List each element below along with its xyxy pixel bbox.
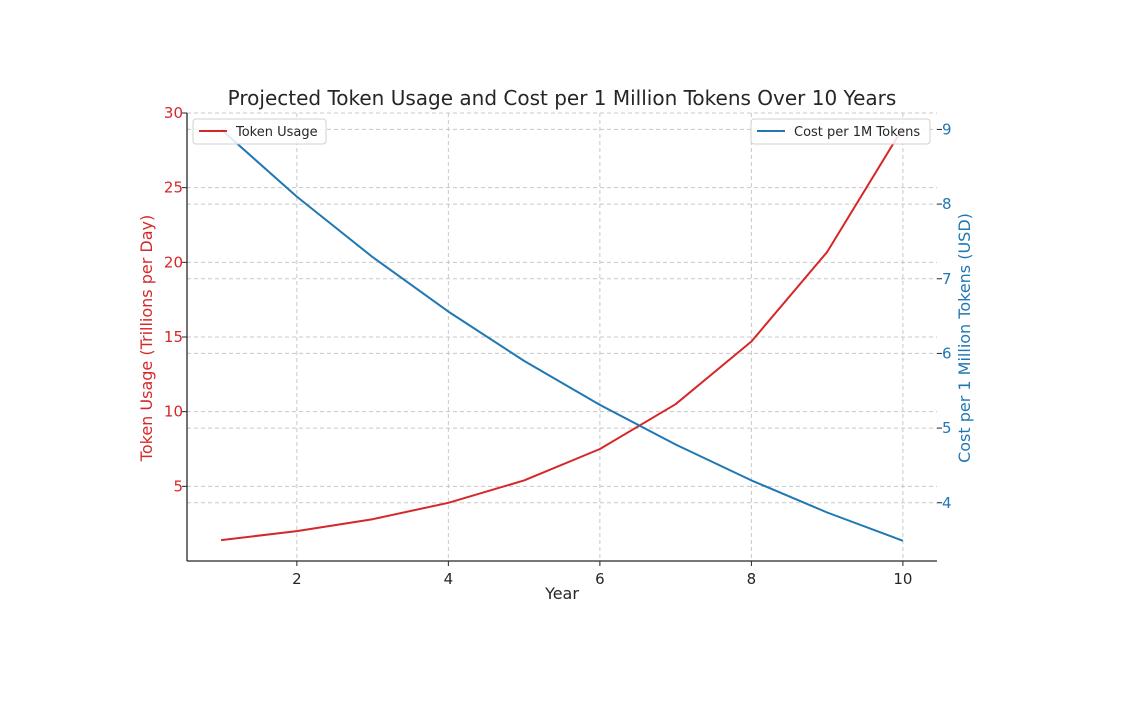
legend-token-usage: Token Usage xyxy=(192,118,327,145)
series-lines xyxy=(220,127,904,542)
legend-cost: Cost per 1M Tokens xyxy=(750,118,931,145)
x-tick-label-8: 8 xyxy=(747,570,757,588)
legend-box-left xyxy=(192,118,327,145)
y-axis-left-label: Token Usage (Trillions per Day) xyxy=(137,215,156,462)
y-left-tick-label-5: 5 xyxy=(173,477,183,495)
y-right-tick-label-9: 9 xyxy=(942,120,952,138)
grid-lines xyxy=(187,112,937,561)
x-tick-label-6: 6 xyxy=(595,570,605,588)
series-line-cost-per-1m-tokens xyxy=(220,128,904,542)
legend-box-right xyxy=(750,118,931,145)
x-tick-label-4: 4 xyxy=(444,570,454,588)
legend-label-cost: Cost per 1M Tokens xyxy=(794,125,920,140)
y-left-tick-label-10: 10 xyxy=(164,403,183,421)
axes xyxy=(182,112,942,566)
y-axis-right-label: Cost per 1 Million Tokens (USD) xyxy=(955,213,974,463)
series-line-token-usage xyxy=(220,127,904,542)
y-right-tick-label-4: 4 xyxy=(942,494,952,512)
x-axis-label: Year xyxy=(544,584,579,603)
y-left-tick-label-20: 20 xyxy=(164,253,183,271)
y-left-tick-label-30: 30 xyxy=(164,104,183,122)
x-tick-label-2: 2 xyxy=(292,570,302,588)
y-left-tick-label-15: 15 xyxy=(164,328,183,346)
legend-label-token-usage: Token Usage xyxy=(235,125,318,140)
chart-title: Projected Token Usage and Cost per 1 Mil… xyxy=(228,86,897,110)
y-right-tick-label-6: 6 xyxy=(942,344,952,362)
y-right-tick-label-7: 7 xyxy=(942,270,952,288)
y-left-tick-label-25: 25 xyxy=(164,179,183,197)
y-right-tick-label-5: 5 xyxy=(942,419,952,437)
y-right-tick-label-8: 8 xyxy=(942,195,952,213)
tick-labels: 2 4 6 8 10 5 10 15 20 25 30 4 5 6 7 8 9 xyxy=(164,104,952,588)
x-tick-label-10: 10 xyxy=(893,570,912,588)
